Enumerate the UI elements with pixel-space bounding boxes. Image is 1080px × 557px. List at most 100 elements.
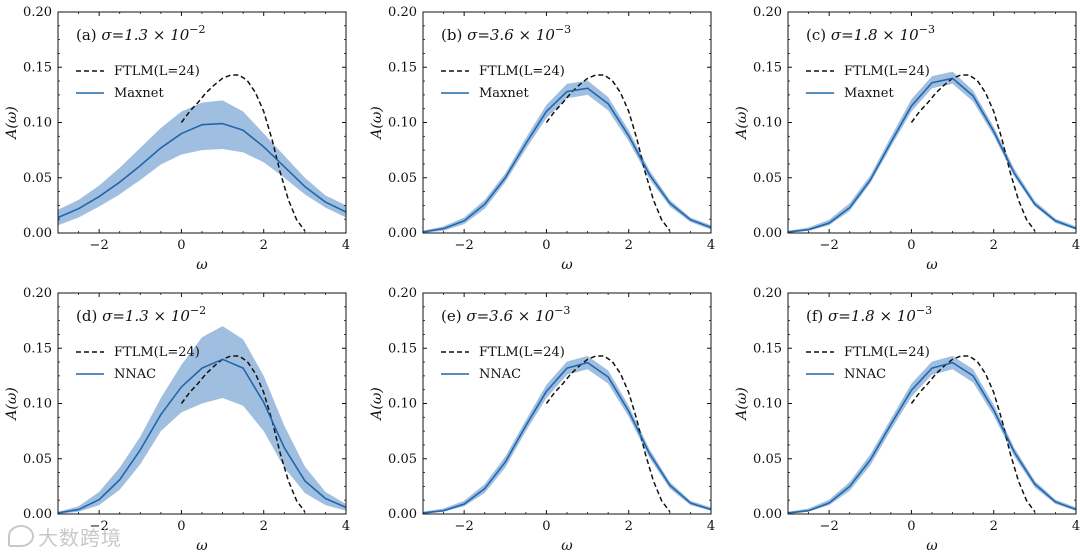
y-tick-label: 0.05 — [388, 452, 417, 467]
x-axis-label: ω — [196, 257, 208, 273]
y-tick-label: 0.10 — [388, 116, 417, 131]
panel-title: (f) σ=1.8 × 10−3 — [806, 304, 932, 325]
legend-label: NNAC — [114, 367, 156, 382]
y-tick-label: 0.15 — [753, 341, 782, 356]
y-tick-label: 0.15 — [388, 60, 417, 75]
y-tick-label: 0.00 — [388, 226, 417, 241]
watermark-text: 大数跨境 — [38, 526, 122, 550]
series-line-maxnet — [423, 87, 711, 233]
uncertainty-band-nnac — [423, 355, 711, 514]
panel-title: (d) σ=1.3 × 10−2 — [76, 304, 206, 325]
series-line-nnac — [58, 358, 346, 514]
y-tick-label: 0.10 — [23, 116, 52, 131]
panel-title: (c) σ=1.8 × 10−3 — [806, 23, 935, 44]
x-tick-label: 0 — [907, 519, 915, 534]
x-axis-label: ω — [561, 538, 573, 554]
sigma-exponent: −3 — [555, 23, 571, 36]
x-tick-label: −2 — [820, 519, 839, 534]
y-axis-label: A(ω) — [4, 387, 20, 421]
x-tick-label: 2 — [260, 519, 268, 534]
sigma-label: σ=1.8 × 10 — [828, 307, 916, 325]
x-tick-label: 2 — [990, 519, 998, 534]
legend-label: Maxnet — [114, 86, 164, 101]
y-tick-label: 0.20 — [388, 286, 417, 301]
y-tick-label: 0.15 — [23, 341, 52, 356]
y-tick-label: 0.00 — [23, 226, 52, 241]
y-tick-label: 0.20 — [753, 5, 782, 20]
panel-letter: (b) — [441, 26, 467, 44]
x-axis-label: ω — [196, 538, 208, 554]
x-tick-label: 4 — [1072, 519, 1080, 534]
series-line-ftlm-l-24- — [910, 355, 1036, 513]
legend-label: Maxnet — [479, 86, 529, 101]
x-tick-label: 0 — [177, 519, 185, 534]
x-tick-label: 2 — [625, 519, 633, 534]
y-tick-label: 0.15 — [388, 341, 417, 356]
sigma-label: σ=1.8 × 10 — [831, 26, 919, 44]
x-tick-label: 2 — [625, 238, 633, 253]
chart-panel-f: −2 0 2 4 0.00 0.05 0.10 0.15 0.20 ω A(ω) (f) σ=1.8 … — [734, 286, 1080, 554]
x-axis-label: ω — [926, 538, 938, 554]
sigma-label: σ=3.6 × 10 — [467, 26, 555, 44]
x-tick-label: 2 — [990, 238, 998, 253]
y-tick-label: 0.20 — [753, 286, 782, 301]
y-tick-label: 0.20 — [388, 5, 417, 20]
series-line-ftlm-l-24- — [180, 74, 306, 232]
y-tick-label: 0.20 — [23, 5, 52, 20]
uncertainty-band-nnac — [58, 326, 346, 514]
plot-area — [58, 74, 346, 232]
series-line-ftlm-l-24- — [545, 74, 671, 232]
panel-letter: (e) — [441, 307, 466, 325]
series-line-nnac — [788, 361, 1076, 514]
uncertainty-band-maxnet — [423, 80, 711, 233]
legend-label: FTLM(L=24) — [114, 64, 200, 79]
x-tick-label: 4 — [1072, 238, 1080, 253]
y-tick-label: 0.00 — [753, 226, 782, 241]
sigma-exponent: −3 — [919, 23, 935, 36]
series-line-nnac — [423, 361, 711, 514]
series-line-ftlm-l-24- — [545, 355, 671, 513]
y-tick-label: 0.05 — [753, 171, 782, 186]
y-tick-label: 0.10 — [753, 397, 782, 412]
y-tick-label: 0.00 — [753, 507, 782, 522]
panel-title: (e) σ=3.6 × 10−3 — [441, 304, 570, 325]
chart-panel-b: −2 0 2 4 0.00 0.05 0.10 0.15 0.20 ω A(ω) (b) σ=3.6 … — [369, 5, 715, 273]
legend-label: FTLM(L=24) — [479, 345, 565, 360]
sigma-exponent: −3 — [916, 304, 932, 317]
y-tick-label: 0.10 — [23, 397, 52, 412]
plot-area — [423, 74, 711, 233]
x-tick-label: 2 — [260, 238, 268, 253]
chart-panel-d: −2 0 2 4 0.00 0.05 0.10 0.15 0.20 ω A(ω) (d) σ=1.3 … — [4, 286, 350, 554]
chart-panel-e: −2 0 2 4 0.00 0.05 0.10 0.15 0.20 ω A(ω) (e) σ=3.6 … — [369, 286, 715, 554]
y-tick-label: 0.05 — [753, 452, 782, 467]
sigma-label: σ=3.6 × 10 — [466, 307, 554, 325]
x-axis-label: ω — [561, 257, 573, 273]
legend-label: NNAC — [479, 367, 521, 382]
x-tick-label: 0 — [542, 238, 550, 253]
x-axis-label: ω — [926, 257, 938, 273]
x-tick-label: 4 — [342, 519, 350, 534]
x-tick-label: −2 — [455, 238, 474, 253]
y-tick-label: 0.10 — [388, 397, 417, 412]
panel-letter: (c) — [806, 26, 831, 44]
x-tick-label: 0 — [542, 519, 550, 534]
sigma-exponent: −3 — [554, 304, 570, 317]
series-line-ftlm-l-24- — [910, 74, 1036, 232]
y-axis-label: A(ω) — [369, 106, 385, 140]
chat-bubble-icon — [8, 525, 34, 547]
y-axis-label: A(ω) — [369, 387, 385, 421]
panel-title: (b) σ=3.6 × 10−3 — [441, 23, 571, 44]
legend-label: FTLM(L=24) — [844, 64, 930, 79]
x-tick-label: 4 — [342, 238, 350, 253]
series-line-maxnet — [788, 77, 1076, 233]
y-axis-label: A(ω) — [4, 106, 20, 140]
watermark: 大数跨境 — [8, 522, 122, 551]
y-tick-label: 0.05 — [23, 171, 52, 186]
panel-letter: (f) — [806, 307, 828, 325]
x-tick-label: −2 — [90, 519, 109, 534]
panel-letter: (d) — [76, 307, 102, 325]
x-tick-label: −2 — [820, 238, 839, 253]
plot-area — [423, 355, 711, 514]
y-tick-label: 0.00 — [388, 507, 417, 522]
legend-label: NNAC — [844, 367, 886, 382]
